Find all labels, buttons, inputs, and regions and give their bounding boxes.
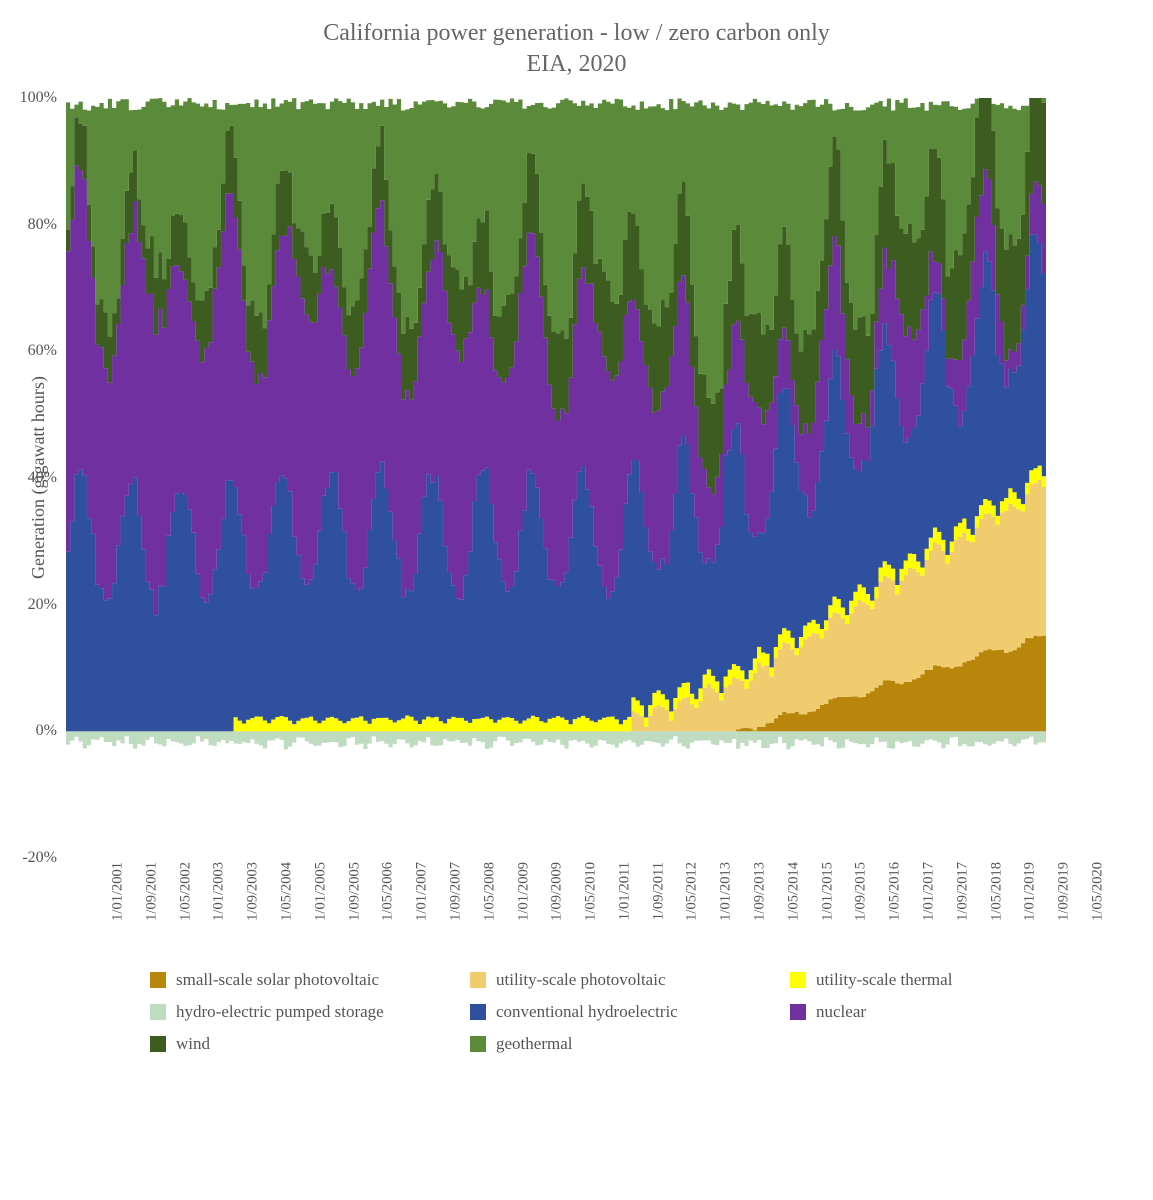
x-tick: 1/05/2018 [988, 862, 1005, 921]
x-tick: 1/09/2007 [447, 862, 464, 921]
x-tick: 1/05/2006 [380, 862, 397, 921]
area-pumped [66, 731, 1046, 749]
legend-item-hydro: conventional hydroelectric [470, 1002, 770, 1022]
x-tick: 1/01/2017 [921, 862, 938, 921]
x-tick: 1/01/2013 [718, 862, 735, 921]
x-tick: 1/09/2011 [650, 862, 667, 920]
x-tick: 1/09/2019 [1056, 862, 1073, 921]
legend-swatch [470, 1036, 486, 1052]
x-tick: 1/09/2003 [245, 862, 262, 921]
x-tick: 1/09/2001 [143, 862, 160, 921]
x-tick: 1/01/2007 [414, 862, 431, 921]
x-tick: 1/09/2005 [346, 862, 363, 921]
x-tick: 1/09/2017 [954, 862, 971, 921]
y-axis: -20%0%20%40%60%80%100% [57, 98, 65, 858]
legend-swatch [150, 1036, 166, 1052]
legend-item-nuclear: nuclear [790, 1002, 1090, 1022]
legend-label: nuclear [816, 1002, 866, 1022]
y-tick: -20% [22, 849, 57, 867]
legend-label: hydro-electric pumped storage [176, 1002, 384, 1022]
x-tick: 1/01/2011 [616, 862, 633, 920]
legend-swatch [150, 1004, 166, 1020]
x-tick: 1/09/2009 [549, 862, 566, 921]
x-tick: 1/01/2005 [312, 862, 329, 921]
chart-title: California power generation - low / zero… [20, 20, 1133, 47]
legend-label: small-scale solar photovoltaic [176, 970, 379, 990]
x-tick: 1/05/2002 [177, 862, 194, 921]
stacked-area-svg [66, 98, 1046, 858]
y-tick: 40% [28, 469, 57, 487]
y-tick: 0% [36, 722, 57, 740]
x-tick: 1/05/2012 [684, 862, 701, 921]
legend-label: utility-scale thermal [816, 970, 952, 990]
legend-label: wind [176, 1034, 210, 1054]
x-tick: 1/01/2001 [110, 862, 127, 921]
legend-label: geothermal [496, 1034, 572, 1054]
plot-area [65, 98, 1046, 858]
x-tick: 1/09/2013 [752, 862, 769, 921]
legend: small-scale solar photovoltaic utility-sc… [150, 970, 1133, 1054]
y-tick: 100% [20, 89, 57, 107]
plot-wrap: Generation (gigawatt hours) -20%0%20%40%… [20, 98, 1133, 858]
x-tick: 1/05/2010 [583, 862, 600, 921]
x-tick: 1/09/2015 [853, 862, 870, 921]
x-axis: 1/01/20011/09/20011/05/20021/01/20031/09… [118, 862, 1098, 952]
legend-label: utility-scale photovoltaic [496, 970, 666, 990]
legend-swatch [790, 1004, 806, 1020]
x-tick: 1/05/2020 [1090, 862, 1107, 921]
x-tick: 1/01/2009 [515, 862, 532, 921]
legend-item-util_pv: utility-scale photovoltaic [470, 970, 770, 990]
legend-item-util_thermal: utility-scale thermal [790, 970, 1090, 990]
legend-swatch [150, 972, 166, 988]
legend-label: conventional hydroelectric [496, 1002, 678, 1022]
x-tick: 1/05/2004 [278, 862, 295, 921]
x-tick: 1/05/2016 [887, 862, 904, 921]
x-tick: 1/01/2003 [211, 862, 228, 921]
legend-swatch [470, 972, 486, 988]
legend-item-small_solar: small-scale solar photovoltaic [150, 970, 450, 990]
x-tick: 1/05/2014 [785, 862, 802, 921]
legend-swatch [790, 972, 806, 988]
y-tick: 80% [28, 216, 57, 234]
x-tick: 1/01/2019 [1022, 862, 1039, 921]
legend-item-wind: wind [150, 1034, 450, 1054]
legend-swatch [470, 1004, 486, 1020]
chart-container: California power generation - low / zero… [20, 20, 1133, 1054]
chart-subtitle: EIA, 2020 [20, 51, 1133, 78]
x-tick: 1/01/2015 [819, 862, 836, 921]
y-tick: 20% [28, 596, 57, 614]
legend-item-geothermal: geothermal [470, 1034, 770, 1054]
x-tick: 1/05/2008 [481, 862, 498, 921]
y-tick: 60% [28, 342, 57, 360]
legend-item-pumped: hydro-electric pumped storage [150, 1002, 450, 1022]
